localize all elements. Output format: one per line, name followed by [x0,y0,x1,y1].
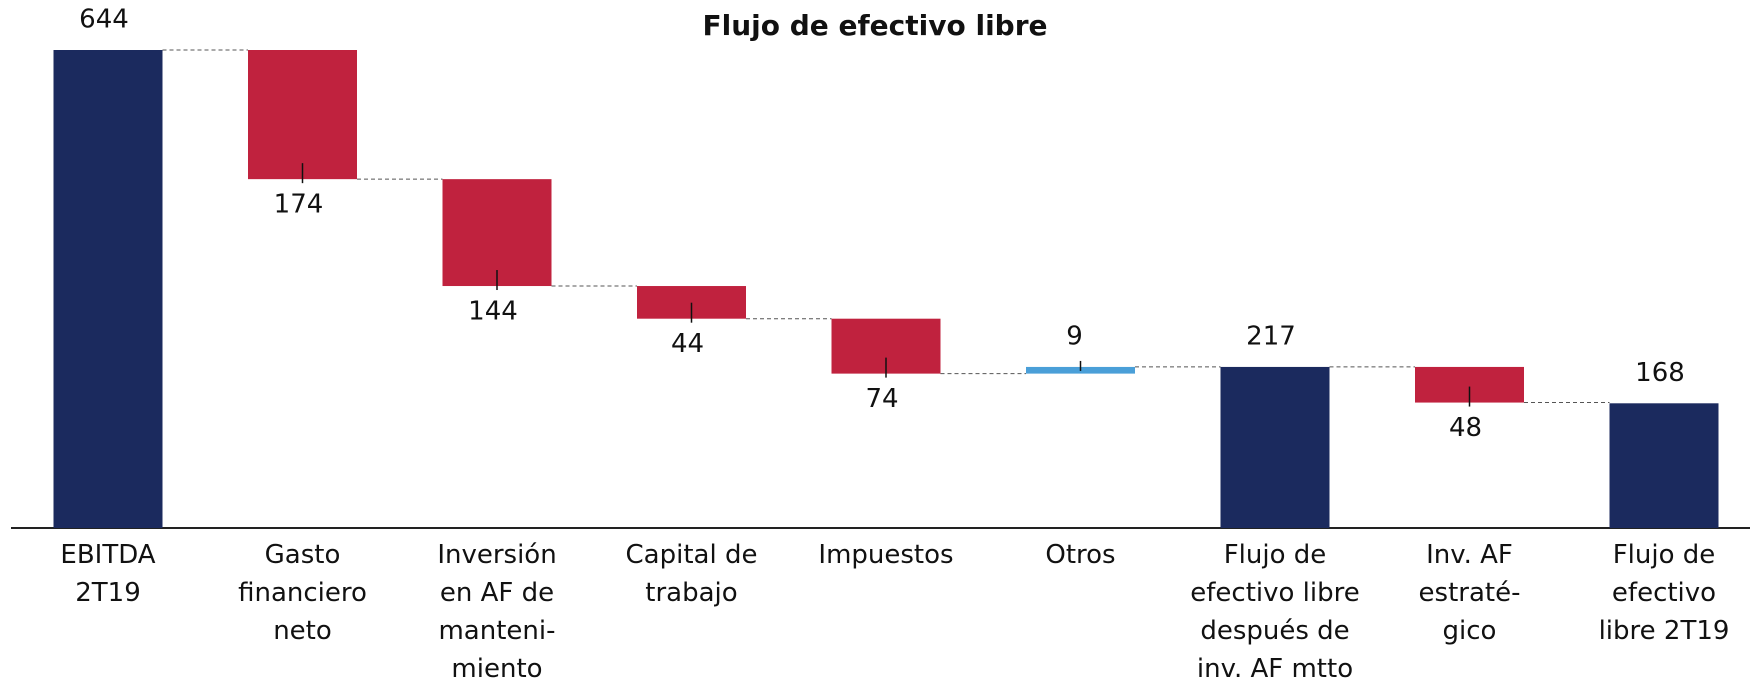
x-tick-label: Gasto financiero neto [238,540,367,646]
value-label: 48 [1449,413,1482,443]
value-label: 74 [865,384,898,414]
value-label: 168 [1635,358,1685,388]
value-label: 217 [1246,321,1296,351]
x-tick-label: Inversión en AF de manteni-miento [437,540,556,683]
x-tick-label: Capital de trabajo [626,540,758,608]
bar [1220,366,1330,528]
value-label: 144 [468,297,518,327]
x-tick-label: Otros [1045,540,1115,570]
bar [248,50,357,180]
value-label: 174 [274,190,324,220]
value-label: 9 [1066,321,1083,351]
value-label: 44 [671,329,704,359]
x-tick-label: EBITDA 2T19 [60,540,155,608]
bar [1609,403,1719,528]
x-tick-label: Impuestos [818,540,953,570]
bar [442,179,552,287]
bar [53,50,163,528]
x-tick-label: Flujo de efectivo libre 2T19 [1599,540,1730,646]
chart-title: Flujo de efectivo libre [702,9,1047,42]
x-tick-label: Inv. AF estraté-gico [1419,540,1521,646]
x-tick-label: Flujo de efectivo libre después de inv. AF … [1190,540,1359,683]
value-label: 644 [79,5,129,35]
